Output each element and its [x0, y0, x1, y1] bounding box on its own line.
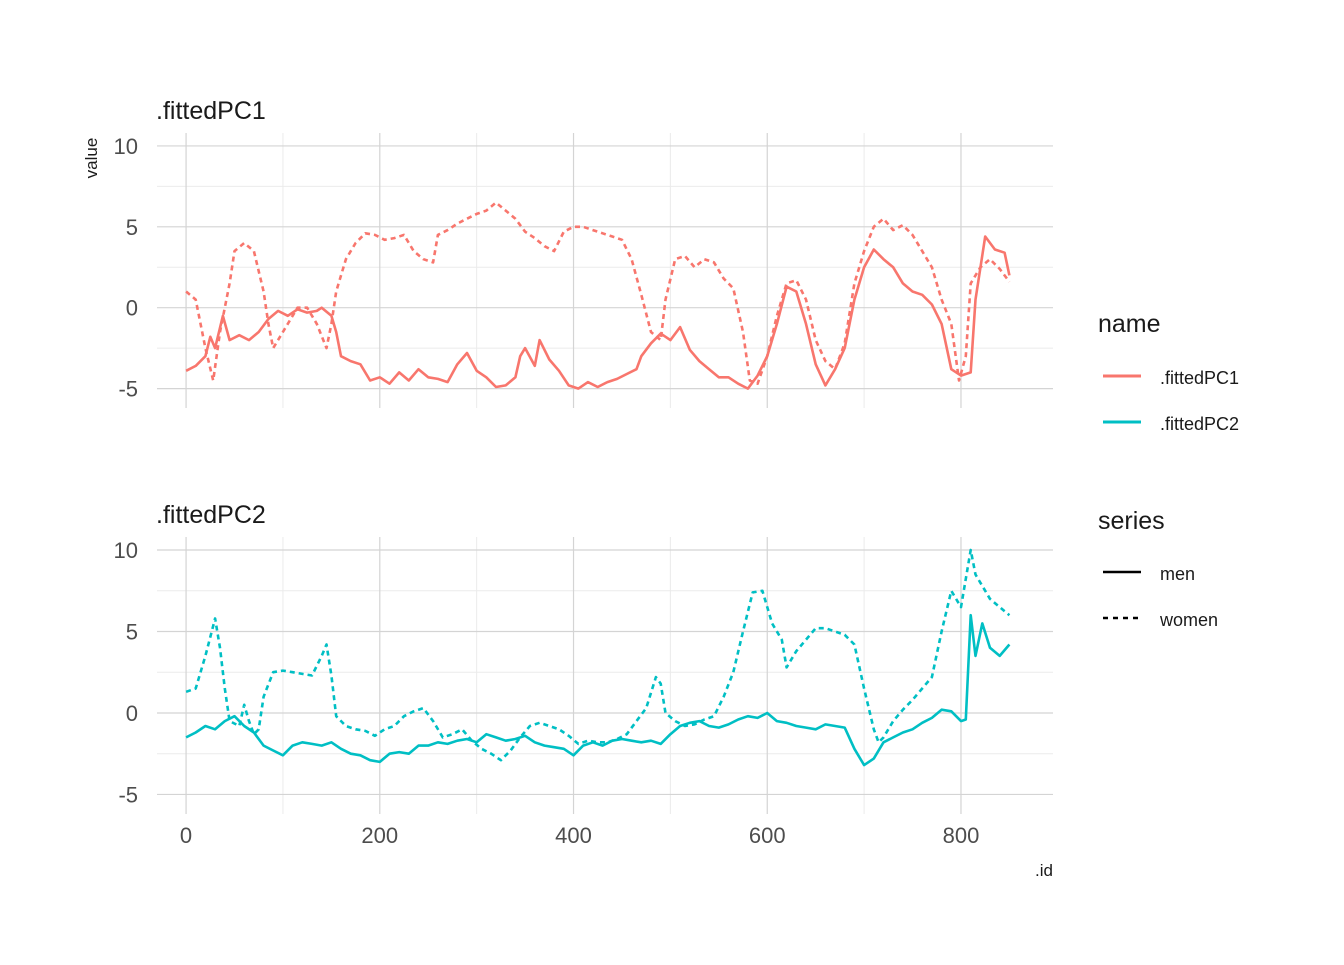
y-tick-label: 10: [114, 134, 138, 159]
x-axis-ticks: 0 200 400 600 800: [180, 823, 979, 848]
panel-title-fittedpc2: .fittedPC2: [156, 501, 266, 529]
legend-title-name: name: [1098, 310, 1161, 338]
y-tick-label: 0: [126, 701, 138, 726]
series-line-women: [185, 201, 1011, 385]
panel-fittedpc1: -5 0 5 10 .fittedPC1: [114, 97, 1053, 408]
y-tick-label: -5: [118, 782, 138, 807]
x-tick-label: 200: [361, 823, 398, 848]
y-tick-label: 10: [114, 538, 138, 563]
legend: name .fittedPC1 .fittedPC2 series men wo…: [1098, 310, 1239, 630]
x-tick-label: 400: [555, 823, 592, 848]
y-tick-label: -5: [118, 377, 138, 402]
series-line-men: [185, 235, 1011, 390]
y-axis-title: value: [82, 138, 101, 179]
x-tick-label: 0: [180, 823, 192, 848]
legend-title-series: series: [1098, 507, 1165, 535]
panel-fittedpc2: -5 0 5 10 .fittedPC2: [114, 501, 1053, 814]
legend-label-fittedpc1: .fittedPC1: [1160, 368, 1239, 388]
legend-label-fittedpc2: .fittedPC2: [1160, 414, 1239, 434]
panel-title-fittedpc1: .fittedPC1: [156, 97, 266, 125]
x-tick-label: 800: [943, 823, 980, 848]
legend-label-men: men: [1160, 564, 1195, 584]
y-tick-label: 5: [126, 620, 138, 645]
series-line-women: [185, 548, 1011, 762]
y-tick-label: 5: [126, 215, 138, 240]
y-tick-label: 0: [126, 296, 138, 321]
series-line-men: [185, 613, 1011, 767]
x-tick-label: 600: [749, 823, 786, 848]
x-axis-title: .id: [1035, 861, 1053, 880]
legend-label-women: women: [1159, 610, 1218, 630]
